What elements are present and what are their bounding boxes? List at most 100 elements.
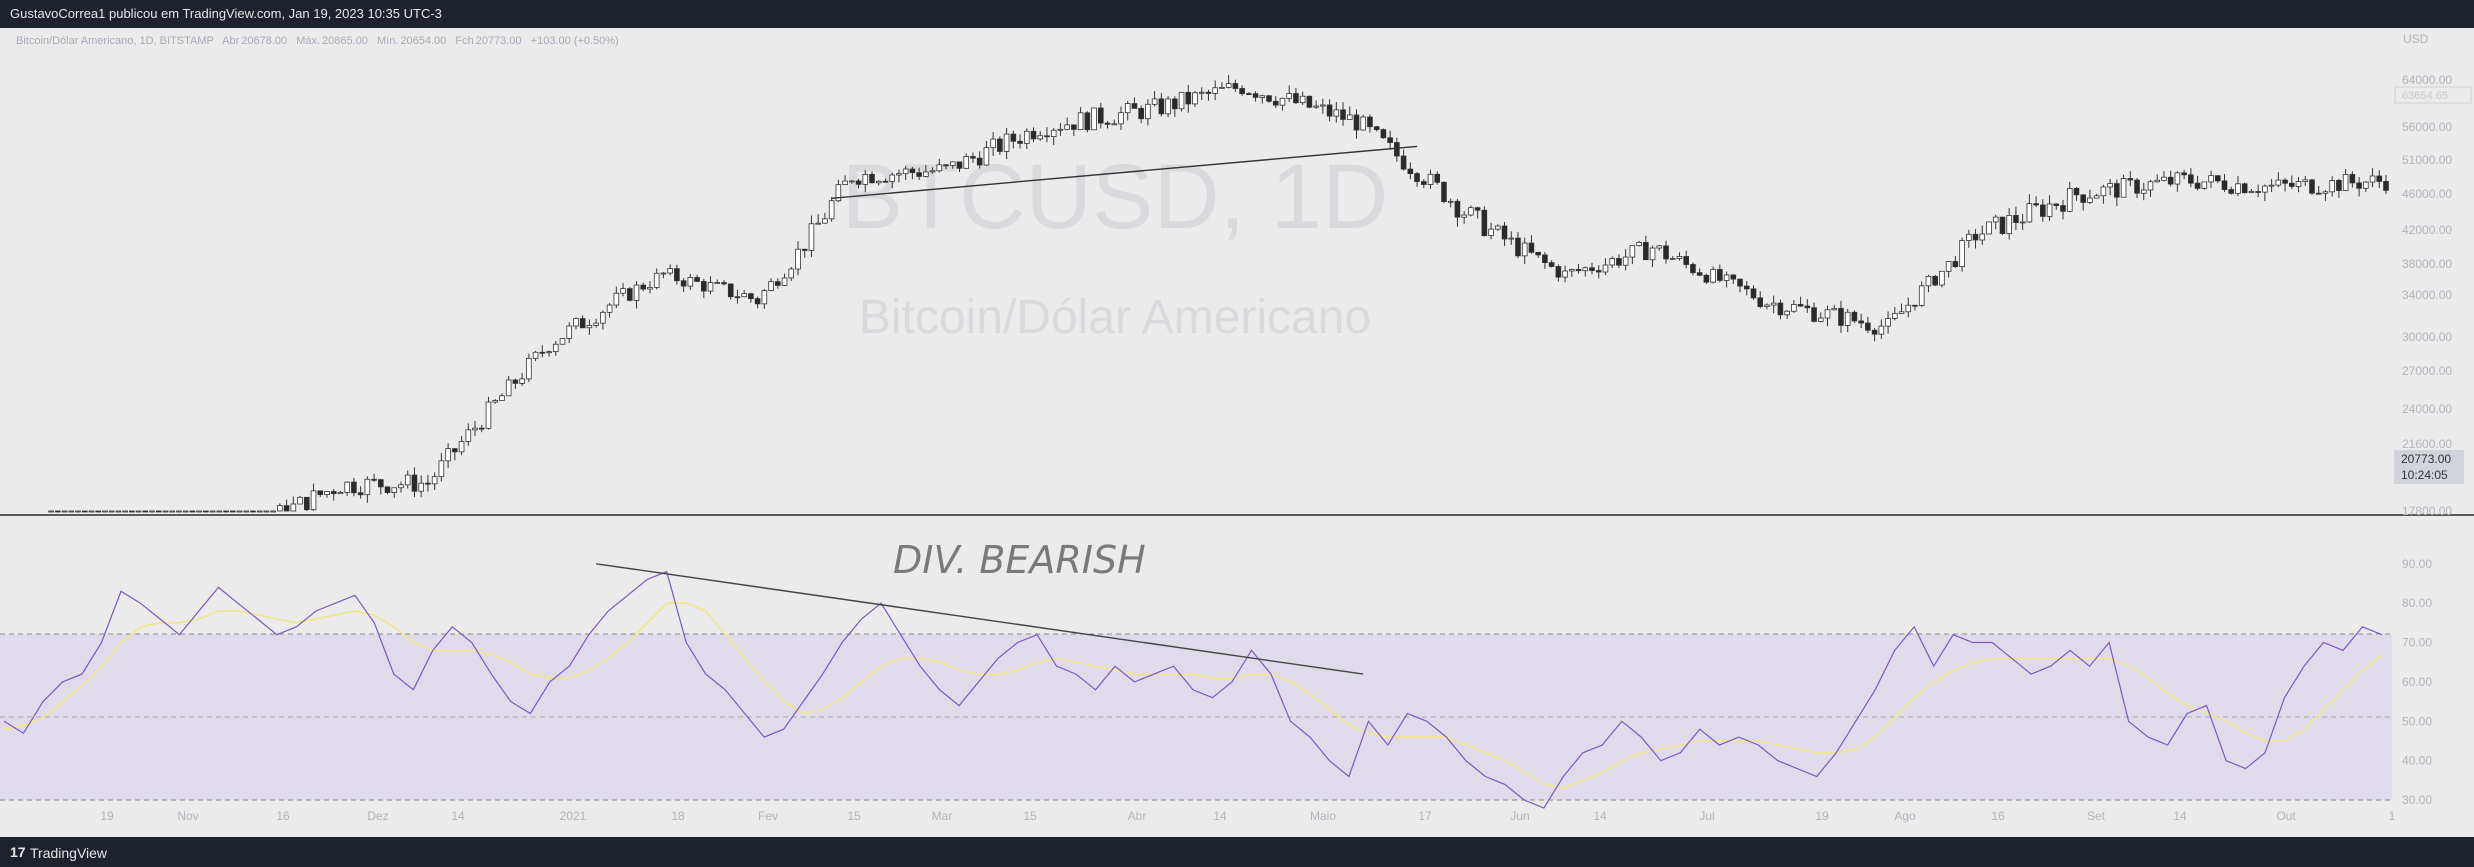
candle-body[interactable] xyxy=(1474,207,1481,211)
candle-body[interactable] xyxy=(2100,186,2107,197)
candle-body[interactable] xyxy=(828,200,835,220)
candle-body[interactable] xyxy=(916,172,922,177)
candle-body[interactable] xyxy=(2140,189,2147,194)
candle-body[interactable] xyxy=(2288,182,2295,187)
candle-body[interactable] xyxy=(2188,174,2194,184)
candle-body[interactable] xyxy=(1791,304,1797,312)
candle-body[interactable] xyxy=(2295,181,2302,187)
candle-body[interactable] xyxy=(815,222,821,225)
candle-body[interactable] xyxy=(1461,214,1467,218)
candle-body[interactable] xyxy=(1299,95,1306,104)
candle-body[interactable] xyxy=(1145,103,1151,120)
candle-body[interactable] xyxy=(1824,309,1831,319)
candle-body[interactable] xyxy=(1508,237,1515,240)
candle-body[interactable] xyxy=(2147,181,2154,191)
candlestick-series[interactable] xyxy=(48,74,2389,513)
candle-body[interactable] xyxy=(277,505,283,512)
candle-body[interactable] xyxy=(2046,203,2053,217)
candle-body[interactable] xyxy=(1777,302,1784,316)
candle-body[interactable] xyxy=(351,481,357,494)
candle-body[interactable] xyxy=(1717,269,1723,281)
candle-body[interactable] xyxy=(1602,264,1609,273)
candle-body[interactable] xyxy=(472,427,478,431)
candle-body[interactable] xyxy=(1750,288,1757,299)
candle-body[interactable] xyxy=(499,395,505,401)
candle-body[interactable] xyxy=(431,476,438,485)
candle-body[interactable] xyxy=(1454,200,1461,218)
candle-body[interactable] xyxy=(707,282,714,292)
candle-body[interactable] xyxy=(2315,192,2322,195)
candle-body[interactable] xyxy=(855,180,862,185)
candle-body[interactable] xyxy=(2013,215,2019,223)
candle-body[interactable] xyxy=(1286,93,1293,99)
candle-body[interactable] xyxy=(1118,112,1124,125)
candle-body[interactable] xyxy=(176,510,182,513)
candle-body[interactable] xyxy=(1151,98,1158,105)
candle-body[interactable] xyxy=(532,351,539,359)
candle-body[interactable] xyxy=(2073,187,2080,196)
candle-body[interactable] xyxy=(633,284,640,301)
candle-body[interactable] xyxy=(1609,258,1615,266)
candle-body[interactable] xyxy=(324,491,330,495)
candle-body[interactable] xyxy=(1340,109,1346,120)
candle-body[interactable] xyxy=(680,280,687,287)
candle-body[interactable] xyxy=(741,293,747,298)
candle-body[interactable] xyxy=(1434,173,1441,183)
candle-body[interactable] xyxy=(1037,135,1044,140)
candle-body[interactable] xyxy=(1757,297,1764,307)
price-axis[interactable]: USD 64000.00 56000.00 51000.00 46000.00 4200… xyxy=(2402,32,2452,518)
candle-body[interactable] xyxy=(1124,103,1131,114)
candle-body[interactable] xyxy=(2241,183,2248,194)
candle-body[interactable] xyxy=(808,223,815,251)
candle-body[interactable] xyxy=(997,138,1003,152)
candle-body[interactable] xyxy=(182,510,189,513)
candle-body[interactable] xyxy=(1333,109,1340,117)
candle-body[interactable] xyxy=(418,482,424,492)
candle-body[interactable] xyxy=(1959,240,1965,268)
candle-body[interactable] xyxy=(1878,325,1885,335)
candle-body[interactable] xyxy=(929,170,936,173)
candle-body[interactable] xyxy=(1858,320,1864,324)
candle-body[interactable] xyxy=(2221,180,2228,190)
candle-body[interactable] xyxy=(1643,241,1649,261)
divergence-annotation[interactable]: DIV. BEARISH xyxy=(893,538,1146,582)
candle-body[interactable] xyxy=(2060,205,2066,212)
candle-body[interactable] xyxy=(1986,221,1992,235)
candle-body[interactable] xyxy=(250,510,256,513)
candle-body[interactable] xyxy=(2275,179,2282,186)
candle-body[interactable] xyxy=(1057,128,1064,131)
candle-body[interactable] xyxy=(1131,103,1138,109)
candle-body[interactable] xyxy=(2208,175,2214,183)
candle-body[interactable] xyxy=(458,441,465,453)
candle-body[interactable] xyxy=(1111,123,1118,126)
candle-body[interactable] xyxy=(526,357,532,380)
candle-body[interactable] xyxy=(801,248,808,251)
candle-body[interactable] xyxy=(1838,307,1844,326)
candle-body[interactable] xyxy=(1562,270,1568,278)
candle-body[interactable] xyxy=(1898,311,1905,314)
candle-body[interactable] xyxy=(949,161,956,166)
candle-body[interactable] xyxy=(2066,187,2073,212)
candle-body[interactable] xyxy=(1165,98,1171,115)
candle-body[interactable] xyxy=(1804,305,1811,309)
candle-body[interactable] xyxy=(2214,175,2221,182)
candle-body[interactable] xyxy=(674,268,680,282)
candle-body[interactable] xyxy=(2161,176,2167,181)
candle-body[interactable] xyxy=(88,510,95,513)
candle-body[interactable] xyxy=(1172,98,1178,110)
candle-body[interactable] xyxy=(1198,91,1205,94)
candle-body[interactable] xyxy=(1636,241,1642,246)
candle-body[interactable] xyxy=(364,478,371,496)
candle-body[interactable] xyxy=(1656,245,1663,249)
candle-body[interactable] xyxy=(1373,126,1380,131)
candle-body[interactable] xyxy=(236,510,243,513)
candle-body[interactable] xyxy=(357,492,364,496)
candle-body[interactable] xyxy=(445,448,451,462)
candle-body[interactable] xyxy=(1905,304,1912,313)
candle-body[interactable] xyxy=(2262,185,2268,193)
candle-body[interactable] xyxy=(667,268,673,274)
candle-body[interactable] xyxy=(1851,311,1858,322)
candle-body[interactable] xyxy=(2114,183,2120,198)
candle-body[interactable] xyxy=(169,510,176,513)
candle-body[interactable] xyxy=(775,281,781,286)
